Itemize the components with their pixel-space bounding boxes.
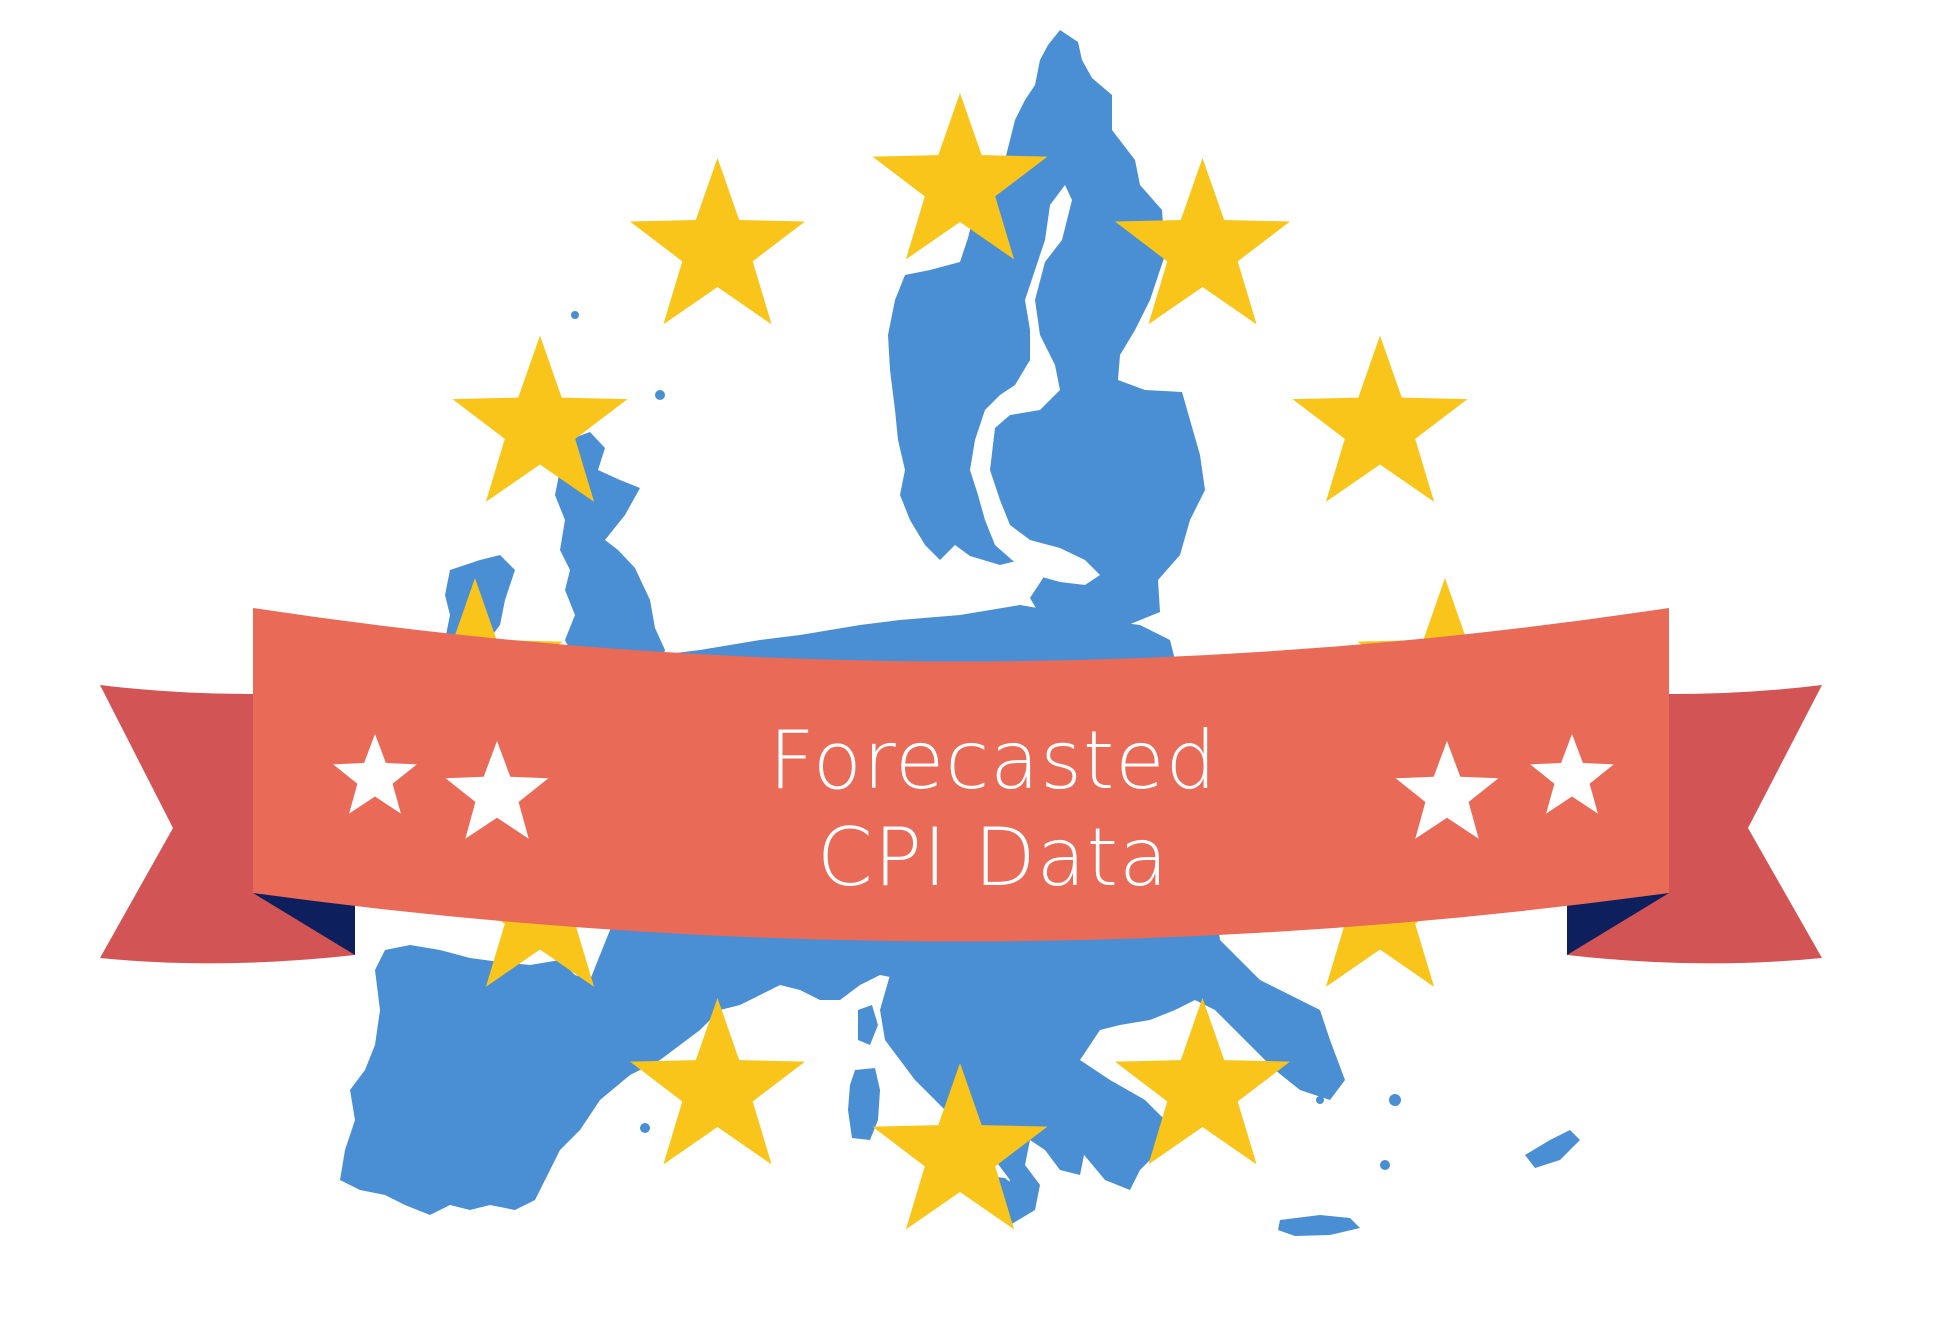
banner-title-line-2: CPI Data	[817, 811, 1169, 904]
map-island	[1380, 1160, 1390, 1170]
eu-star-icon	[630, 158, 805, 325]
map-region-italy	[880, 975, 1085, 1225]
banner-title-line-1: Forecasted	[769, 714, 1218, 807]
ribbon-banner: Forecasted CPI Data	[100, 608, 1822, 964]
map-region-uk	[555, 432, 665, 680]
eu-star-icon	[1115, 158, 1290, 325]
map-island	[655, 390, 665, 400]
map-gap-baltic	[970, 185, 1100, 585]
banner-star-icon	[333, 734, 417, 814]
banner-star-icon	[1395, 741, 1499, 839]
map-island	[571, 311, 579, 319]
map-island	[1315, 1065, 1325, 1075]
banner-star-icon	[445, 741, 549, 839]
eu-star-icon	[872, 1063, 1048, 1230]
banner-star-icon	[1530, 734, 1614, 814]
banner-star-group	[333, 734, 1614, 839]
map-region-scandinavia	[888, 30, 1205, 625]
map-island	[1316, 1096, 1324, 1104]
eu-star-icon	[1292, 335, 1468, 502]
eu-star-icon	[1115, 998, 1290, 1165]
map-region-sardinia	[848, 1068, 880, 1140]
banner-fold-left	[253, 893, 355, 955]
banner-fold-right	[1567, 893, 1669, 955]
map-region-cyprus	[1525, 1130, 1580, 1168]
eu-star-icon	[452, 335, 628, 502]
map-island	[1389, 1094, 1401, 1106]
banner-band	[253, 608, 1669, 942]
eu-star-icon	[630, 998, 805, 1165]
map-region-crete	[1278, 1215, 1360, 1236]
eu-star-icon	[872, 93, 1048, 260]
map-region-corsica	[858, 1005, 878, 1045]
map-island	[640, 1123, 650, 1133]
